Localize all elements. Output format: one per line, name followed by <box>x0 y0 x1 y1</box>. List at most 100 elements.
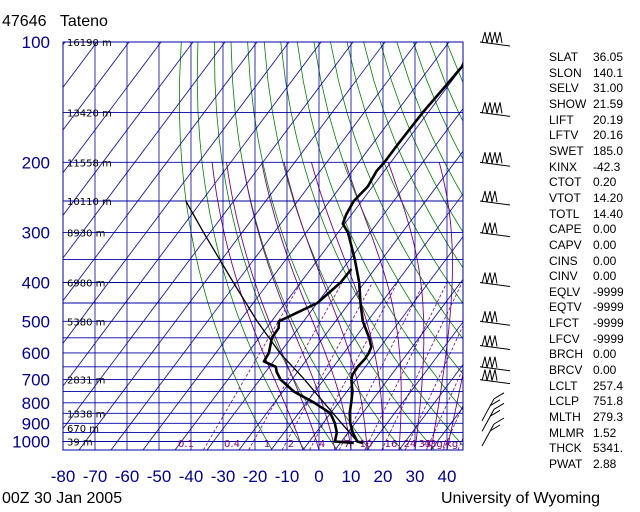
station-name: Tateno <box>59 13 108 30</box>
height-label: 670 m <box>67 424 99 435</box>
moist-adiabat-line <box>344 162 402 450</box>
moist-adiabat-line <box>283 162 368 450</box>
index-value: 279.3 <box>593 409 624 424</box>
mixing-ratio-label: 1 <box>264 439 270 450</box>
moist-adiabat-line <box>387 162 425 450</box>
dry-adiabat-line <box>313 42 463 375</box>
index-value: -9999 <box>593 316 624 331</box>
pressure-tick-label: 100 <box>22 33 50 52</box>
isotherm-line <box>63 42 162 174</box>
index-key: BRCV <box>549 363 583 377</box>
height-label: 11558 m <box>67 158 112 169</box>
mixing-ratio-label: 10 <box>360 439 373 450</box>
index-key: CINS <box>549 253 578 268</box>
index-value: 1.52 <box>593 425 617 440</box>
sounding-profile-line <box>341 60 463 445</box>
dry-adiabat-line <box>363 42 463 269</box>
moist-adiabat-line <box>446 371 463 450</box>
index-value: 20.16 <box>593 128 624 143</box>
height-label: 6980 m <box>67 279 105 290</box>
height-label: 39 m <box>67 438 93 449</box>
index-value: 14.20 <box>593 190 624 205</box>
mixing-ratio-line <box>443 404 463 450</box>
isotherm-line <box>63 42 130 131</box>
temperature-tick-label: -20 <box>243 467 268 486</box>
mixing-ratio-line <box>248 282 343 450</box>
mixing-ratio-label: 24 <box>404 439 417 450</box>
temperature-tick-label: 10 <box>342 467 361 486</box>
station-number: 47646 <box>2 13 47 30</box>
index-key: LFTV <box>549 128 579 143</box>
index-value: 185.0 <box>593 143 624 158</box>
wind-barb <box>481 417 505 447</box>
index-key: CAPV <box>549 237 582 252</box>
height-label: 2831 m <box>67 376 105 387</box>
index-value: -9999 <box>593 331 624 346</box>
index-value: 31.00 <box>593 81 624 96</box>
moist-adiabat-line <box>462 448 463 450</box>
isotherm-line <box>78 42 386 450</box>
wind-barb <box>479 272 511 288</box>
pressure-tick-label: 300 <box>22 224 50 243</box>
wind-barb <box>479 335 511 351</box>
wind-barb <box>479 31 511 47</box>
pressure-tick-label: 600 <box>22 344 50 363</box>
mixing-ratio-line <box>203 282 302 450</box>
wind-barb <box>479 356 511 372</box>
mixing-ratio-line <box>364 282 448 450</box>
temperature-tick-label: 0 <box>314 467 323 486</box>
temperature-tick-label: 40 <box>438 467 457 486</box>
mixing-ratio-label: 7 <box>344 439 350 450</box>
index-value: 20.19 <box>593 112 624 127</box>
sounding-profile-line <box>262 268 354 445</box>
isotherm-line <box>63 42 194 217</box>
pressure-tick-label: 500 <box>22 312 50 331</box>
index-value: 0.00 <box>593 253 617 268</box>
dry-adiabat-line <box>379 42 463 233</box>
index-key: CINV <box>549 269 578 284</box>
moist-adiabat-line <box>226 162 320 450</box>
index-key: LCLP <box>549 394 580 409</box>
index-value: 2.88 <box>593 456 617 471</box>
index-key: LFCT <box>549 316 579 331</box>
mixing-ratio-line <box>404 324 463 450</box>
index-key: SHOW <box>549 97 587 111</box>
wind-barb <box>481 402 505 432</box>
dry-adiabat-line <box>629 42 640 450</box>
temperature-tick-label: -80 <box>51 467 76 486</box>
temperature-tick-label: -50 <box>147 467 172 486</box>
wind-barb <box>479 311 511 326</box>
mixing-ratio-label: 33 <box>419 439 432 450</box>
index-key: LCLT <box>549 378 578 393</box>
isotherm-line <box>174 65 463 450</box>
index-key: SWET <box>549 143 584 158</box>
moist-adiabat-line <box>261 162 352 450</box>
observation-time: 00Z 30 Jan 2005 <box>2 490 123 507</box>
index-value: 5341. <box>593 441 624 456</box>
index-key: MLTH <box>549 409 581 424</box>
temperature-tick-label: 20 <box>374 467 393 486</box>
wind-barb <box>479 152 511 167</box>
index-key: KINX <box>549 159 578 174</box>
index-key: TOTL <box>549 206 580 221</box>
index-key: LIFT <box>549 112 574 127</box>
data-source: University of Wyoming <box>441 490 601 507</box>
index-value: 36.05 <box>593 50 624 64</box>
dry-adiabat-line <box>330 42 463 340</box>
index-value: 0.20 <box>593 175 617 190</box>
dry-adiabat-line <box>247 42 403 450</box>
isotherm-line <box>63 42 322 387</box>
wind-barb <box>479 102 511 117</box>
index-key: LFCV <box>549 331 580 346</box>
isotherm-line <box>110 42 418 450</box>
index-value: 0.00 <box>593 347 617 362</box>
isotherm-line <box>63 42 226 259</box>
mixing-ratio-label: 43g/kg <box>424 439 459 450</box>
mixing-ratio-line <box>381 282 463 450</box>
wind-barb <box>479 222 511 238</box>
isotherm-line <box>270 193 463 450</box>
temperature-tick-label: -60 <box>115 467 140 486</box>
mixing-ratio-line <box>425 367 463 450</box>
mixing-ratio-label: 4 <box>319 439 325 450</box>
isotherm-line <box>238 150 463 450</box>
